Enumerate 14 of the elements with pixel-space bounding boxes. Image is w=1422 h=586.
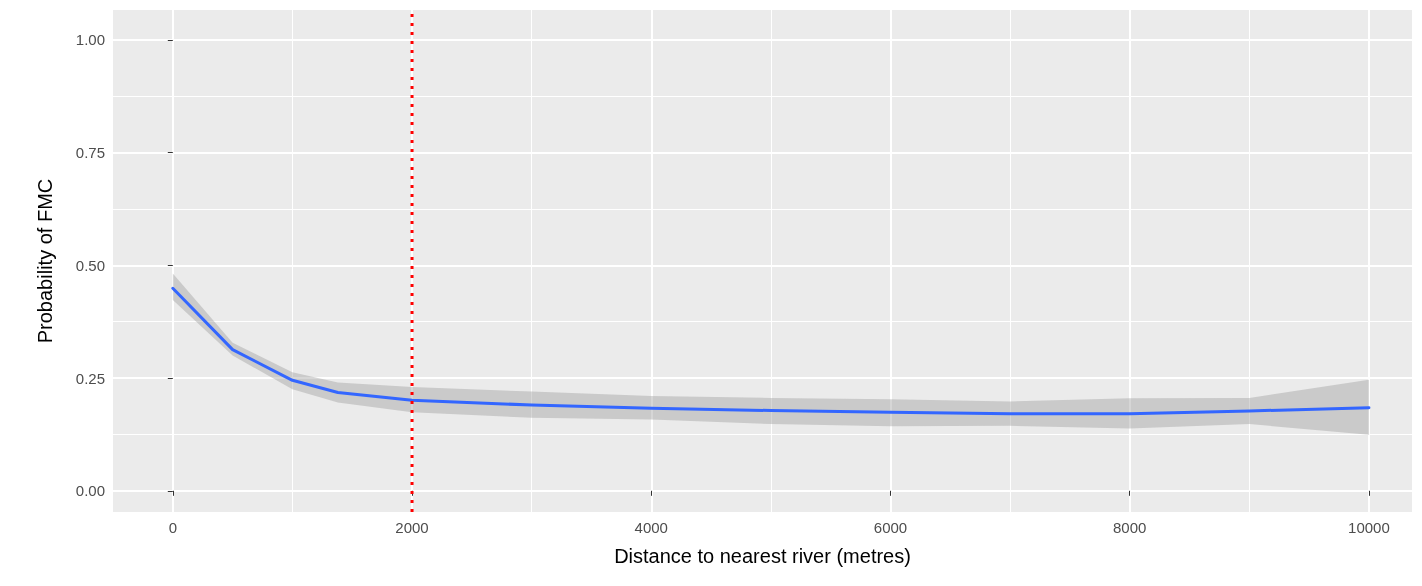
x-tick-label: 0 (168, 519, 177, 536)
y-tick-label: 0.00 (75, 482, 105, 500)
x-tick-label: 10000 (1348, 519, 1390, 536)
line-series (171, 286, 1371, 416)
x-tick-label: 6000 (873, 519, 908, 536)
y-axis-title: Probability of FMC (34, 178, 56, 344)
x-tick-label: 4000 (634, 519, 668, 536)
x-tick-label: 8000 (1113, 519, 1147, 536)
y-tick-label: 0.50 (75, 256, 105, 274)
y-tick-label: 0.75 (75, 144, 105, 162)
y-tick-label: 1.00 (75, 31, 105, 49)
x-axis-title: Distance to nearest river (metres) (614, 545, 911, 567)
x-tick-label: 2000 (395, 519, 429, 536)
y-tick-label: 0.25 (75, 369, 105, 387)
